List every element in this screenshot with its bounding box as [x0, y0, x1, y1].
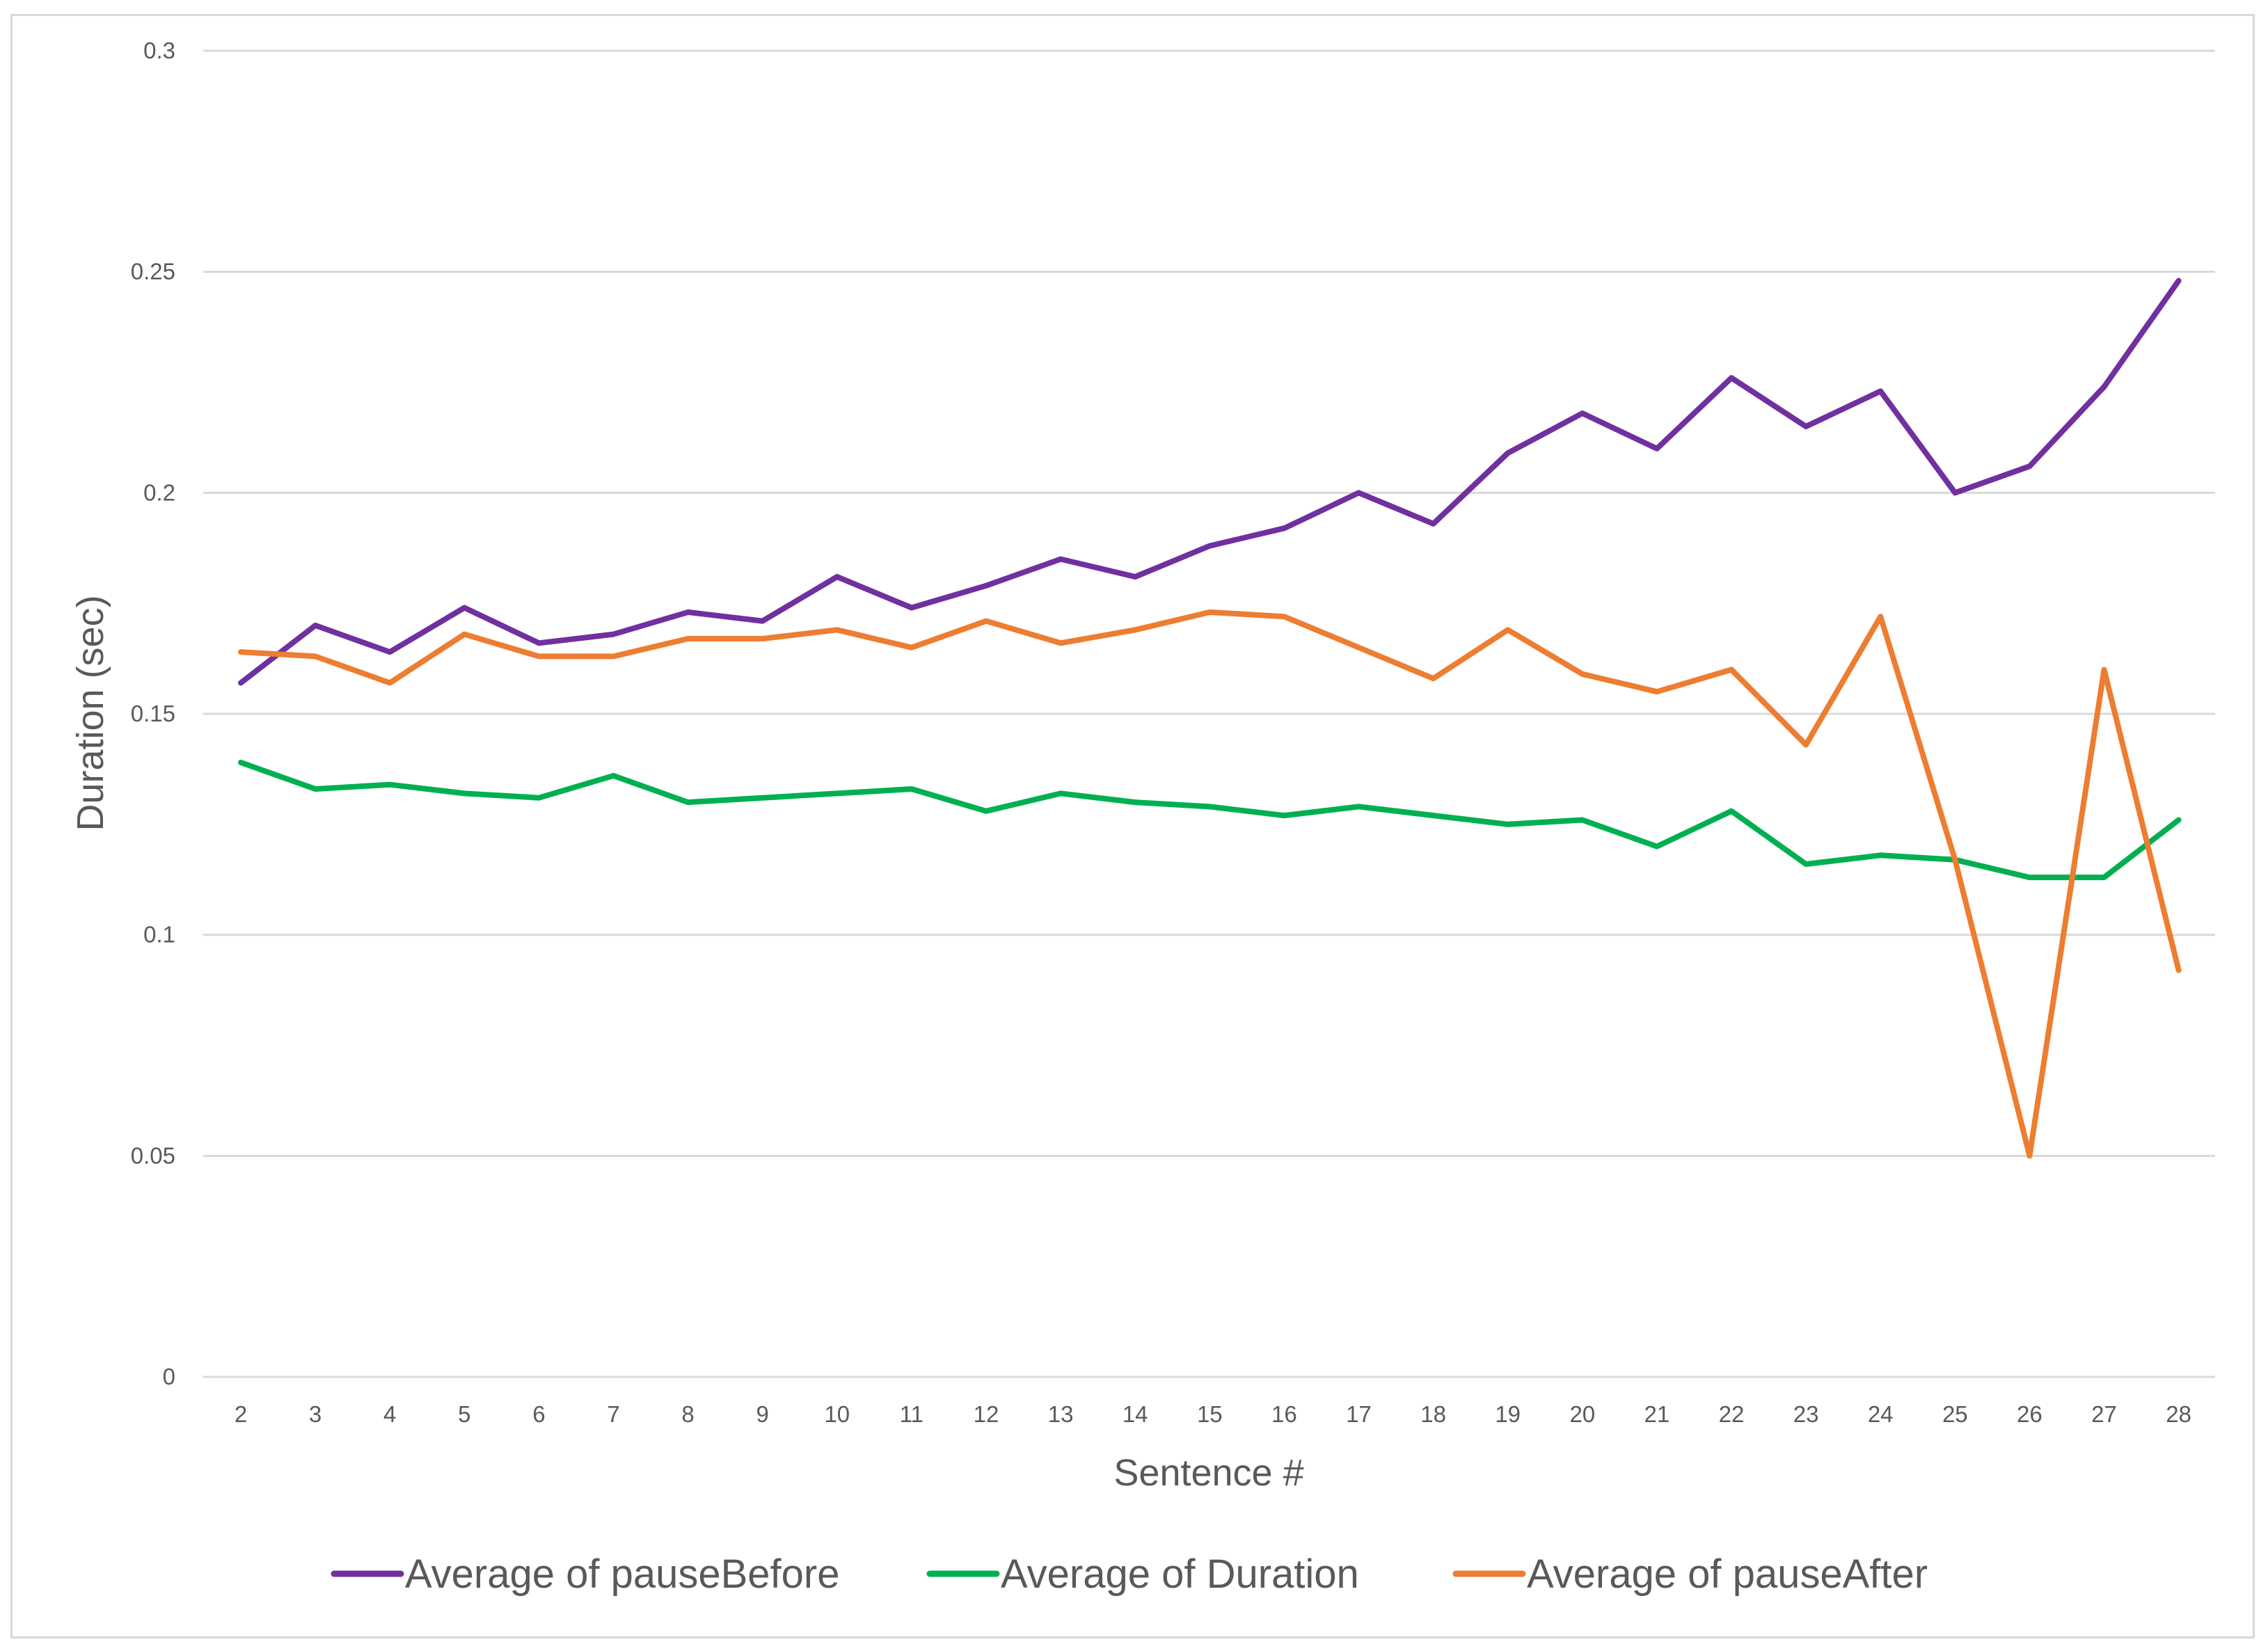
chart-frame: [10, 14, 2255, 1638]
x-tick-label: 19: [1495, 1401, 1521, 1427]
x-tick-label: 20: [1569, 1401, 1595, 1427]
x-axis-ticks: 2 3 4 5 6 7 8 9 10 11 12 13 14 15 16 17 18 19 20 21 22 23 24 25…: [235, 1401, 2191, 1427]
x-tick-label: 23: [1793, 1401, 1819, 1427]
x-tick-label: 17: [1346, 1401, 1372, 1427]
x-tick-label: 28: [2166, 1401, 2191, 1427]
x-tick-label: 5: [458, 1401, 470, 1427]
x-tick-label: 26: [2017, 1401, 2043, 1427]
x-tick-label: 3: [309, 1401, 322, 1427]
gridlines: [203, 49, 2215, 1378]
series-line-average-of-pauseafter: [238, 609, 2182, 1159]
series-lines: [238, 278, 2182, 1159]
y-axis-ticks: 0 0.05 0.1 0.15 0.2 0.25 0.3: [131, 38, 175, 1389]
x-tick-label: 6: [532, 1401, 545, 1427]
x-tick-label: 24: [1868, 1401, 1894, 1427]
x-tick-label: 15: [1197, 1401, 1223, 1427]
legend: Average of pauseBefore Average of Duratio…: [331, 1552, 1928, 1597]
y-axis-title: Duration (sec): [70, 595, 111, 831]
x-tick-label: 18: [1420, 1401, 1446, 1427]
y-tick-label: 0.15: [131, 701, 175, 726]
legend-label-average-of-pauseafter: Average of pauseAfter: [1527, 1552, 1928, 1597]
x-tick-label: 13: [1048, 1401, 1074, 1427]
x-tick-label: 14: [1123, 1401, 1148, 1427]
series-line-average-of-pausebefore: [238, 278, 2182, 686]
series-line-average-of-duration: [238, 759, 2182, 881]
x-tick-label: 7: [607, 1401, 619, 1427]
y-tick-label: 0.2: [143, 479, 175, 505]
y-tick-label: 0.3: [143, 38, 175, 63]
y-tick-label: 0.25: [131, 259, 175, 285]
legend-label-average-of-duration: Average of Duration: [1001, 1552, 1359, 1597]
x-tick-label: 12: [974, 1401, 999, 1427]
x-tick-label: 25: [1942, 1401, 1968, 1427]
y-tick-label: 0.05: [131, 1142, 175, 1168]
x-tick-label: 16: [1271, 1401, 1297, 1427]
x-axis-title: Sentence #: [1113, 1452, 1303, 1494]
x-tick-label: 8: [681, 1401, 694, 1427]
x-tick-label: 9: [756, 1401, 769, 1427]
x-tick-label: 22: [1719, 1401, 1745, 1427]
legend-label-average-of-pausebefore: Average of pauseBefore: [405, 1552, 840, 1597]
x-tick-label: 11: [900, 1401, 923, 1427]
x-tick-label: 27: [2091, 1401, 2117, 1427]
y-tick-label: 0: [163, 1364, 175, 1389]
x-tick-label: 10: [824, 1401, 850, 1427]
x-tick-label: 21: [1644, 1401, 1670, 1427]
x-tick-label: 4: [383, 1401, 396, 1427]
y-tick-label: 0.1: [143, 922, 175, 948]
x-tick-label: 2: [235, 1401, 247, 1427]
